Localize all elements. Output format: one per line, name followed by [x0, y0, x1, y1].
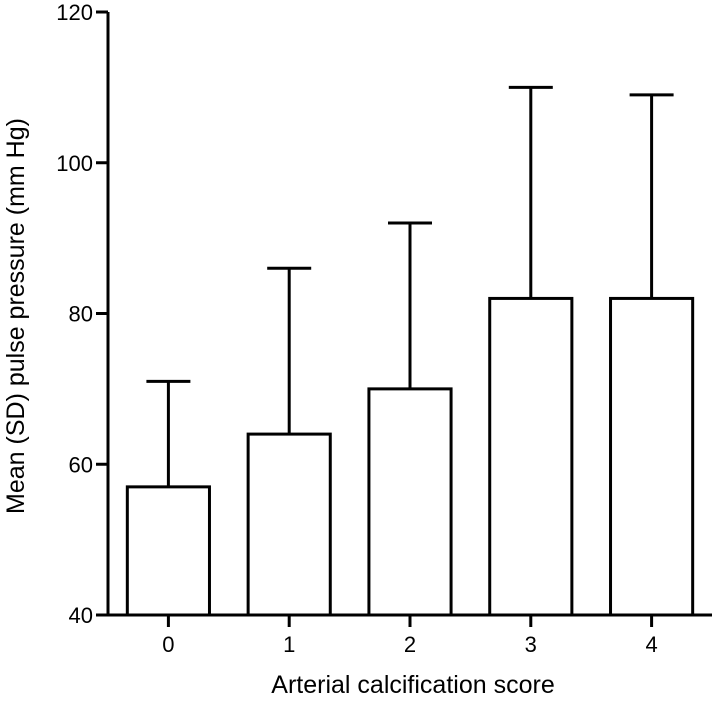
- x-tick-label: 2: [404, 632, 416, 657]
- y-tick-label: 120: [56, 0, 93, 25]
- error-bars: [146, 85, 674, 487]
- x-axis-title: Arterial calcification score: [271, 671, 554, 699]
- x-tick-label: 0: [162, 632, 174, 657]
- x-tick-label: 1: [283, 632, 295, 657]
- bar: [609, 296, 695, 617]
- y-tick-label: 100: [56, 151, 93, 176]
- y-tick-label: 80: [69, 302, 93, 327]
- bar: [367, 387, 453, 617]
- y-tick-label: 40: [69, 603, 93, 628]
- x-tick-label: 4: [645, 632, 657, 657]
- bar: [246, 432, 332, 617]
- y-axis-ticks: 40 60 80 100 120: [56, 0, 108, 628]
- bar: [125, 485, 211, 617]
- bar: [488, 296, 574, 617]
- bars: [125, 296, 695, 617]
- y-tick-label: 60: [69, 452, 93, 477]
- x-axis-ticks: 0 1 2 3 4: [162, 615, 658, 657]
- y-axis-title: Mean (SD) pulse pressure (mm Hg): [2, 118, 30, 514]
- x-tick-label: 3: [525, 632, 537, 657]
